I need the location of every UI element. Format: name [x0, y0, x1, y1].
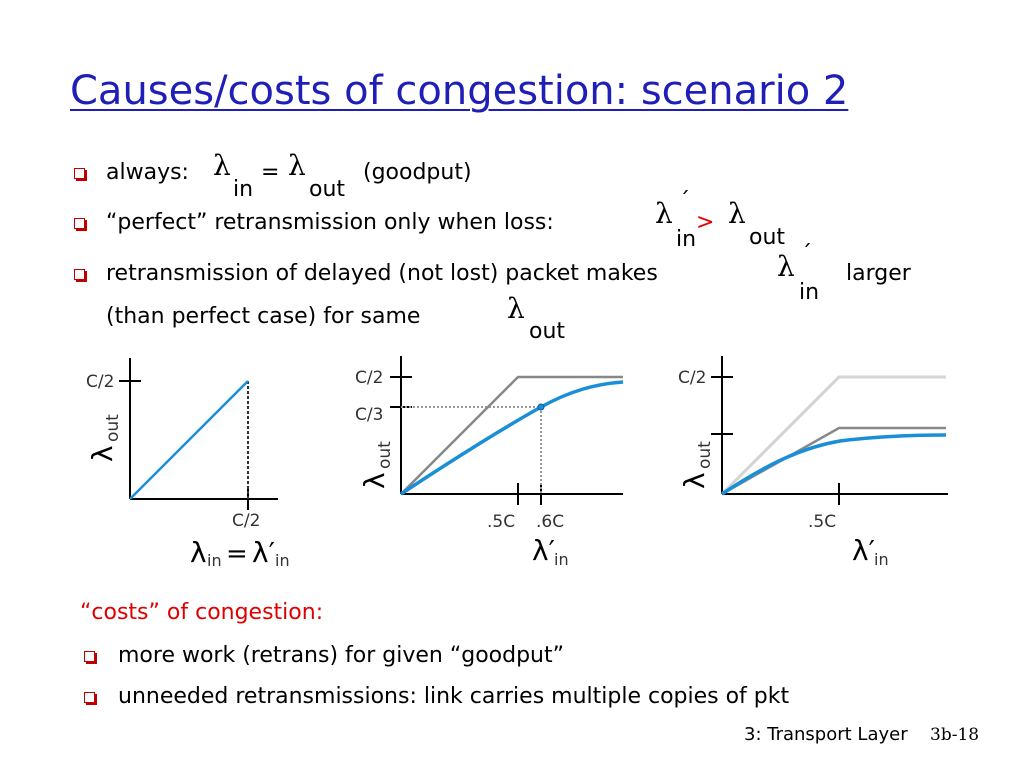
graph-2-y-tick-label-c3: C/3	[355, 405, 383, 425]
graph-2-y-label-sub: out	[375, 441, 395, 469]
graph-2-y-tick-label-c2: C/2	[355, 368, 383, 388]
costs-heading: “costs” of congestion:	[80, 600, 324, 625]
graph-2-y-label: λ out	[358, 441, 395, 489]
graph-1-x-label-b-sub: in	[275, 551, 290, 570]
lambda-out-symbol: λ	[288, 149, 306, 182]
bullet-1-goodput: (goodput)	[363, 160, 472, 185]
bullet-2-text: “perfect” retransmission only when loss:	[106, 210, 554, 235]
graph-3-y-tick-label: C/2	[678, 368, 706, 388]
graph-3-y-label: λ out	[678, 441, 715, 489]
graph-3-y-label-sub: out	[695, 441, 715, 469]
bullet-3-text: retransmission of delayed (not lost) pac…	[106, 261, 658, 286]
costs-bullet-marker-2	[84, 692, 95, 703]
lambda-in-symbol: λ	[213, 149, 231, 182]
bullet-3-line2: (than perfect case) for same	[106, 304, 421, 329]
bullet-marker-2	[74, 218, 85, 229]
graph-1-x-label-eq: =	[226, 539, 248, 569]
lambda-out-symbol-2: λ	[728, 197, 746, 230]
costs-bullet-marker-1	[84, 651, 95, 662]
lambda-in-prime-symbol-3: λ	[777, 250, 795, 283]
slide-title: Causes/costs of congestion: scenario 2	[70, 68, 849, 114]
prime-mark-2: ´	[679, 189, 690, 214]
bullet-1-equals: =	[261, 160, 280, 185]
costs-item-2: unneeded retransmissions: link carries m…	[118, 684, 790, 709]
graph-2: C/2 C/3 .5C .6C λ out λ′ in	[355, 356, 624, 569]
graph-2-x-label: λ′	[532, 534, 555, 567]
lambda-out-symbol-3: λ	[507, 292, 525, 325]
lambda-in-prime-subscript: in	[676, 227, 697, 252]
costs-item-1: more work (retrans) for given “goodput”	[118, 643, 565, 668]
graph-3-x-label: λ′	[852, 534, 875, 567]
graph-1-goodput-line	[129, 380, 249, 500]
graph-2-x-tick-label-06c: .6C	[536, 512, 564, 532]
bullet-1-text: always:	[106, 160, 189, 185]
graph-3-capacity-curve	[720, 375, 946, 496]
bullet-3-larger: larger	[846, 261, 911, 286]
graph-3-actual-curve	[721, 433, 947, 496]
graph-2-x-tick-label-05c: .5C	[487, 512, 515, 532]
footer-section: 3: Transport Layer	[744, 724, 908, 745]
footer-page-number: 3b-18	[930, 725, 980, 745]
bullet-marker-1	[74, 168, 85, 179]
graph-1-x-label-a-sub: in	[207, 551, 222, 570]
graph-3-y-label-lambda: λ	[678, 472, 711, 489]
graph-1-x-tick-label: C/2	[232, 511, 260, 531]
graph-1-y-label-lambda: λ	[86, 445, 119, 462]
graph-1-y-tick-label: C/2	[86, 372, 114, 392]
graph-1-x-label-a: λ	[190, 536, 207, 569]
graph-2-x-label-sub: in	[554, 550, 569, 569]
graph-3: C/2 .5C λ out λ′ in	[678, 356, 948, 569]
greater-than-sign: >	[696, 210, 715, 235]
graph-3-x-label-sub: in	[874, 550, 889, 569]
lambda-out-subscript-2: out	[749, 225, 786, 250]
graph-1: C/2 C/2 λ out λ in = λ′ in	[86, 358, 290, 570]
graph-2-ideal-curve	[400, 375, 623, 495]
prime-mark-3: ´	[801, 242, 812, 267]
graph-3-x-tick-label: .5C	[808, 512, 836, 532]
lambda-in-prime-subscript-3: in	[799, 280, 820, 305]
lambda-in-subscript: in	[233, 177, 254, 202]
bullet-marker-3	[74, 269, 85, 280]
graph-2-operating-point	[537, 403, 545, 411]
graph-2-actual-curve	[400, 380, 624, 496]
graph-2-y-label-lambda: λ	[358, 472, 391, 489]
graph-1-x-label-b: λ′	[252, 536, 275, 569]
graph-1-y-label-sub: out	[103, 414, 123, 442]
graph-1-y-label: λ out	[86, 414, 123, 462]
lambda-in-prime-symbol: λ	[655, 197, 673, 230]
lambda-out-subscript: out	[309, 177, 346, 202]
lambda-out-subscript-3: out	[529, 319, 566, 344]
